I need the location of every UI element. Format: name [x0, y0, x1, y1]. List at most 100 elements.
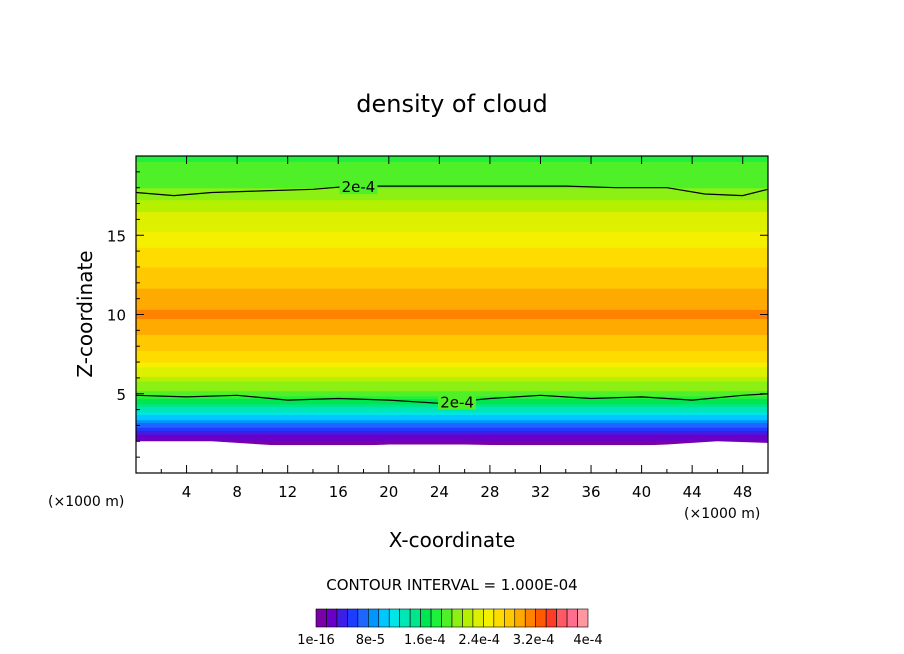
colorbar-swatch — [556, 608, 568, 628]
density-band — [136, 431, 768, 435]
density-band — [136, 270, 768, 276]
density-band — [136, 288, 768, 294]
colorbar-swatch — [535, 608, 547, 628]
x-tick-label: 28 — [480, 483, 499, 501]
colorbar-swatch — [451, 608, 463, 628]
density-band — [136, 219, 768, 224]
density-band — [136, 362, 768, 368]
density-band — [136, 385, 768, 392]
density-band — [136, 427, 768, 430]
x-unit-left: (×1000 m) — [48, 494, 124, 510]
colorbar-swatch — [388, 608, 400, 628]
colorbar-label: 4e-4 — [573, 633, 602, 648]
x-tick-label: 12 — [278, 483, 297, 501]
density-band — [136, 223, 768, 228]
x-tick-label: 40 — [632, 483, 651, 501]
density-band — [136, 318, 768, 324]
colorbar-swatch — [326, 608, 338, 628]
density-band — [136, 227, 768, 232]
colorbar-label: 1e-16 — [297, 633, 335, 648]
contour-lines: 2e-4 2e-4 — [136, 178, 768, 412]
contour-label-lower: 2e-4 — [440, 394, 474, 412]
density-band — [136, 203, 768, 209]
colorbar-swatch — [493, 608, 505, 628]
density-band — [136, 215, 768, 220]
colorbar-label: 8e-5 — [356, 633, 385, 648]
x-axis-label: X-coordinate — [389, 528, 516, 552]
density-band — [136, 334, 768, 339]
density-band — [136, 262, 768, 268]
y-axis: 5 10 15 — [107, 171, 768, 458]
colorbar-labels: 1e-16 8e-5 1.6e-4 2.4e-4 3.2e-4 4e-4 — [297, 633, 602, 648]
x-tick-label: 44 — [683, 483, 702, 501]
colorbar-swatch — [514, 608, 526, 628]
colorbar-swatch — [315, 608, 327, 628]
density-band — [136, 274, 768, 280]
density-band — [136, 326, 768, 331]
y-tick-label: 5 — [116, 386, 126, 404]
x-tick-label: 48 — [733, 483, 752, 501]
density-band — [136, 390, 768, 394]
colorbar-swatch — [441, 608, 453, 628]
density-band — [136, 195, 768, 201]
density-band — [136, 314, 768, 320]
density-band — [136, 422, 768, 425]
contour-label-upper: 2e-4 — [342, 178, 376, 196]
colorbar-swatch — [504, 608, 516, 628]
colorbar-swatch — [430, 608, 442, 628]
colorbar-swatch — [357, 608, 369, 628]
density-band — [136, 438, 768, 441]
colorbar-label: 3.2e-4 — [513, 633, 555, 648]
colorbar-swatch — [483, 608, 495, 628]
density-band — [136, 293, 768, 300]
x-tick-label: 16 — [329, 483, 348, 501]
density-band — [136, 371, 768, 377]
y-axis-label: Z-coordinate — [73, 250, 97, 377]
density-band — [136, 442, 768, 446]
density-band — [136, 298, 768, 305]
colorbar-swatch — [420, 608, 432, 628]
density-band — [136, 191, 768, 197]
density-band — [136, 166, 768, 173]
density-band — [136, 428, 768, 431]
colorbar-swatch — [524, 608, 536, 628]
colorbar-swatch — [566, 608, 578, 628]
density-band — [136, 366, 768, 373]
x-unit-right: (×1000 m) — [684, 506, 760, 522]
colorbar-label: 1.6e-4 — [404, 633, 446, 648]
colorbar-label: 2.4e-4 — [458, 633, 500, 648]
density-band — [136, 207, 768, 213]
contour-line-upper — [136, 185, 768, 197]
colorbar-swatch — [472, 608, 484, 628]
density-band — [136, 303, 768, 310]
density-band — [136, 322, 768, 327]
x-axis: 4 8 12 16 20 24 28 32 36 40 44 48 — [160, 156, 769, 501]
density-band — [136, 255, 768, 260]
density-band — [136, 409, 768, 413]
density-band — [136, 251, 768, 256]
density-band — [136, 182, 768, 189]
density-band — [136, 436, 768, 439]
density-band — [136, 440, 768, 443]
colorbar-swatch — [368, 608, 380, 628]
density-band — [136, 266, 768, 272]
density-band — [136, 354, 768, 359]
density-band — [136, 177, 768, 184]
y-tick-label: 15 — [107, 227, 126, 245]
colorbar-swatch — [462, 608, 474, 628]
density-band — [136, 235, 768, 240]
density-band — [136, 346, 768, 351]
density-band — [136, 411, 768, 415]
density-band — [136, 425, 768, 428]
density-band — [136, 161, 768, 168]
contour-label-lower-bg — [438, 393, 477, 410]
x-tick-label: 4 — [182, 483, 192, 501]
colorbar-swatch — [378, 608, 390, 628]
density-band — [136, 350, 768, 355]
x-tick-label: 20 — [379, 483, 398, 501]
density-band — [136, 430, 768, 433]
colorbar-swatch — [399, 608, 411, 628]
density-band — [136, 259, 768, 264]
contour-label-upper-bg — [339, 178, 378, 195]
density-field — [136, 156, 768, 473]
